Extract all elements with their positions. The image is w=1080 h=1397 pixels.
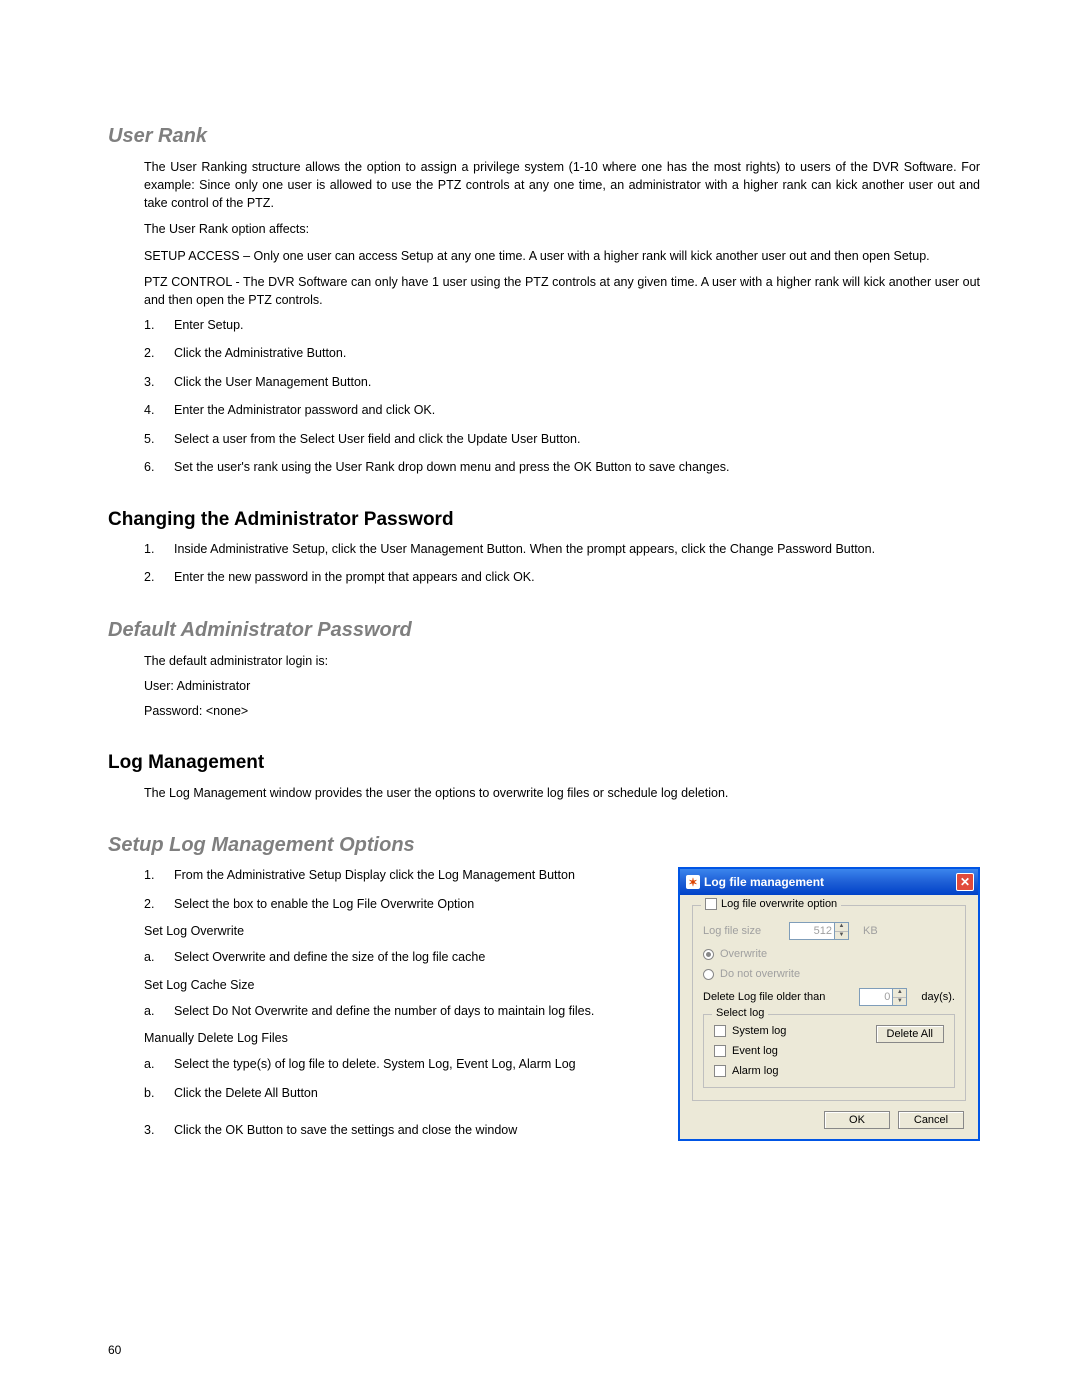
list-item: Select the box to enable the Log File Ov… bbox=[144, 896, 658, 914]
delete-older-label: Delete Log file older than bbox=[703, 991, 853, 1003]
set-overwrite-list: Select Overwrite and define the size of … bbox=[144, 949, 658, 967]
heading-setup-log: Setup Log Management Options bbox=[108, 834, 980, 857]
do-not-overwrite-radio-label: Do not overwrite bbox=[720, 968, 800, 980]
page-number: 60 bbox=[108, 1343, 121, 1357]
close-button[interactable]: ✕ bbox=[956, 873, 974, 891]
overwrite-radio[interactable] bbox=[703, 949, 714, 960]
list-item: Click the Delete All Button bbox=[144, 1085, 658, 1103]
default-pw-line2: User: Administrator bbox=[144, 677, 980, 695]
log-file-size-spinner[interactable]: ▲▼ bbox=[835, 922, 849, 940]
set-cache-label: Set Log Cache Size bbox=[144, 978, 658, 992]
heading-log-management: Log Management bbox=[108, 752, 980, 774]
default-pw-line3: Password: <none> bbox=[144, 702, 980, 720]
left-column: From the Administrative Setup Display cl… bbox=[108, 867, 658, 1151]
list-item: Set the user's rank using the User Rank … bbox=[144, 459, 980, 477]
cancel-button[interactable]: Cancel bbox=[898, 1111, 964, 1129]
event-log-checkbox[interactable] bbox=[714, 1045, 726, 1057]
select-log-fieldset: Select log System log Event l bbox=[703, 1014, 955, 1088]
system-log-label: System log bbox=[732, 1025, 786, 1037]
list-item: Inside Administrative Setup, click the U… bbox=[144, 541, 980, 559]
log-mgmt-para: The Log Management window provides the u… bbox=[144, 784, 980, 802]
dialog-body: Log file overwrite option Log file size … bbox=[680, 895, 978, 1139]
overwrite-legend-label: Log file overwrite option bbox=[721, 898, 837, 910]
do-not-overwrite-radio[interactable] bbox=[703, 969, 714, 980]
set-cache-list: Select Do Not Overwrite and define the n… bbox=[144, 1003, 658, 1021]
log-file-management-dialog: ✶ Log file management ✕ Log file overwri… bbox=[678, 867, 980, 1141]
overwrite-fieldset: Log file overwrite option Log file size … bbox=[692, 905, 966, 1101]
list-item: Click the User Management Button. bbox=[144, 374, 980, 392]
delete-older-spinner[interactable]: ▲▼ bbox=[893, 988, 907, 1006]
list-item: Enter the new password in the prompt tha… bbox=[144, 569, 980, 587]
user-rank-para2: The User Rank option affects: bbox=[144, 220, 980, 238]
close-icon: ✕ bbox=[960, 876, 970, 888]
user-rank-para1: The User Ranking structure allows the op… bbox=[144, 158, 980, 212]
log-file-size-input[interactable]: 512 bbox=[789, 922, 835, 940]
list-item: From the Administrative Setup Display cl… bbox=[144, 867, 658, 885]
overwrite-option-checkbox[interactable] bbox=[705, 898, 717, 910]
dialog-title: Log file management bbox=[704, 875, 824, 889]
user-rank-steps: Enter Setup. Click the Administrative Bu… bbox=[144, 317, 980, 477]
list-item: Enter Setup. bbox=[144, 317, 980, 335]
right-column: ✶ Log file management ✕ Log file overwri… bbox=[678, 867, 980, 1151]
dialog-footer: OK Cancel bbox=[692, 1111, 966, 1129]
app-icon: ✶ bbox=[686, 875, 700, 889]
list-item: Select the type(s) of log file to delete… bbox=[144, 1056, 658, 1074]
heading-user-rank: User Rank bbox=[108, 125, 980, 148]
heading-change-password: Changing the Administrator Password bbox=[108, 509, 980, 531]
alarm-log-checkbox[interactable] bbox=[714, 1065, 726, 1077]
kb-label: KB bbox=[863, 925, 878, 937]
list-item: Select Do Not Overwrite and define the n… bbox=[144, 1003, 658, 1021]
list-item: Click the OK Button to save the settings… bbox=[144, 1122, 658, 1140]
setup-log-steps-tail: Click the OK Button to save the settings… bbox=[144, 1122, 658, 1140]
default-pw-line1: The default administrator login is: bbox=[144, 652, 980, 670]
list-item: Click the Administrative Button. bbox=[144, 345, 980, 363]
event-log-label: Event log bbox=[732, 1045, 778, 1057]
days-label: day(s). bbox=[921, 991, 955, 1003]
list-item: Select a user from the Select User field… bbox=[144, 431, 980, 449]
change-pw-steps: Inside Administrative Setup, click the U… bbox=[144, 541, 980, 587]
system-log-checkbox[interactable] bbox=[714, 1025, 726, 1037]
list-item: Select Overwrite and define the size of … bbox=[144, 949, 658, 967]
overwrite-legend: Log file overwrite option bbox=[701, 898, 841, 910]
set-overwrite-label: Set Log Overwrite bbox=[144, 924, 658, 938]
dialog-titlebar[interactable]: ✶ Log file management ✕ bbox=[680, 869, 978, 895]
overwrite-radio-label: Overwrite bbox=[720, 948, 767, 960]
delete-all-button[interactable]: Delete All bbox=[876, 1025, 944, 1043]
document-page: User Rank The User Ranking structure all… bbox=[0, 0, 1080, 1191]
ok-button[interactable]: OK bbox=[824, 1111, 890, 1129]
log-file-size-label: Log file size bbox=[703, 925, 783, 937]
list-item: Enter the Administrator password and cli… bbox=[144, 402, 980, 420]
manual-delete-label: Manually Delete Log Files bbox=[144, 1031, 658, 1045]
user-rank-para4: PTZ CONTROL - The DVR Software can only … bbox=[144, 273, 980, 309]
setup-log-steps: From the Administrative Setup Display cl… bbox=[144, 867, 658, 913]
heading-default-password: Default Administrator Password bbox=[108, 619, 980, 642]
manual-delete-list: Select the type(s) of log file to delete… bbox=[144, 1056, 658, 1102]
alarm-log-label: Alarm log bbox=[732, 1065, 778, 1077]
two-column-layout: From the Administrative Setup Display cl… bbox=[108, 867, 980, 1151]
select-log-legend: Select log bbox=[712, 1007, 768, 1019]
delete-older-input[interactable]: 0 bbox=[859, 988, 893, 1006]
user-rank-para3: SETUP ACCESS – Only one user can access … bbox=[144, 247, 980, 265]
